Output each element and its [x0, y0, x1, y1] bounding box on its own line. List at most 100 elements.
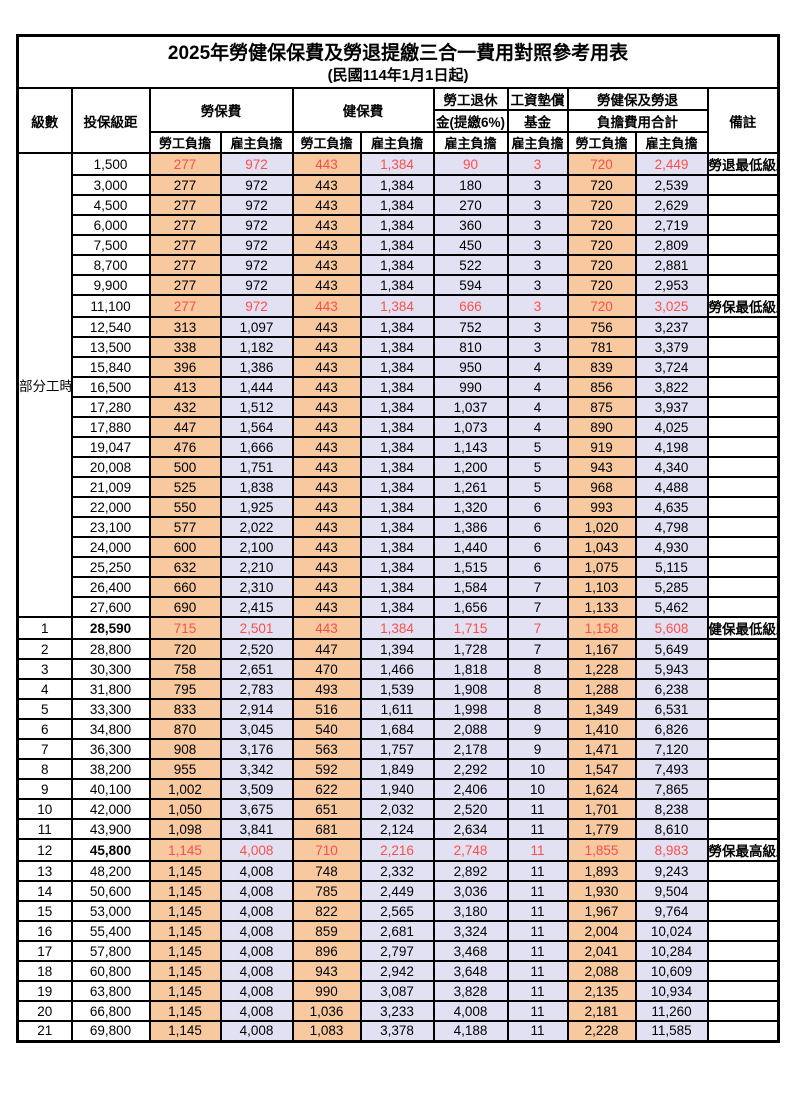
header-labor-employer: 雇主負擔 — [219, 131, 294, 154]
cell-health-employer: 1,384 — [359, 234, 435, 256]
cell-health-employer: 1,466 — [359, 658, 435, 680]
cell-pension-employer: 4,188 — [432, 1020, 509, 1042]
cell-health-employee: 990 — [291, 980, 362, 1002]
cell-fund-employer: 9 — [506, 718, 569, 740]
cell-pension-employer: 1,261 — [432, 476, 509, 498]
table-row: 17 57,800 1,145 4,008 896 2,797 3,468 11 2,041 10… — [16, 940, 780, 962]
cell-labor-employer: 4,008 — [219, 920, 294, 942]
cell-total-employer: 10,934 — [634, 980, 709, 1002]
cell-fund-employer: 10 — [506, 758, 569, 780]
cell-labor-employee: 1,145 — [148, 880, 222, 902]
cell-pension-employer: 950 — [432, 356, 509, 378]
cell-fund-employer: 3 — [506, 214, 569, 236]
cell-health-employer: 1,849 — [359, 758, 435, 780]
cell-fund-employer: 6 — [506, 536, 569, 558]
cell-bracket: 13,500 — [70, 336, 151, 358]
header-bracket: 投保級距 — [70, 87, 151, 154]
cell-labor-employer: 2,651 — [219, 658, 294, 680]
cell-bracket: 53,000 — [70, 900, 151, 922]
cell-fund-employer: 7 — [506, 596, 569, 618]
cell-pension-employer: 3,180 — [432, 900, 509, 922]
cell-pension-employer: 3,324 — [432, 920, 509, 942]
cell-note — [706, 456, 780, 478]
cell-health-employee: 443 — [291, 356, 362, 378]
cell-total-employee: 1,075 — [566, 556, 637, 578]
cell-total-employee: 1,158 — [566, 616, 637, 640]
cell-labor-employee: 1,050 — [148, 798, 222, 820]
cell-health-employee: 443 — [291, 194, 362, 216]
cell-health-employer: 1,384 — [359, 316, 435, 338]
cell-total-employee: 1,967 — [566, 900, 637, 922]
cell-health-employer: 1,384 — [359, 254, 435, 276]
cell-health-employee: 443 — [291, 536, 362, 558]
cell-pension-employer: 2,292 — [432, 758, 509, 780]
cell-pension-employer: 522 — [432, 254, 509, 276]
cell-health-employee: 443 — [291, 294, 362, 318]
cell-total-employee: 943 — [566, 456, 637, 478]
cell-labor-employee: 870 — [148, 718, 222, 740]
cell-total-employee: 1,624 — [566, 778, 637, 800]
cell-total-employer: 4,340 — [634, 456, 709, 478]
cell-fund-employer: 3 — [506, 174, 569, 196]
cell-total-employee: 1,043 — [566, 536, 637, 558]
cell-total-employee: 1,228 — [566, 658, 637, 680]
cell-fund-employer: 8 — [506, 658, 569, 680]
page-title: 2025年勞健保保費及勞退提繳三合一費用對照參考用表 — [167, 42, 629, 64]
cell-labor-employer: 3,675 — [219, 798, 294, 820]
cell-labor-employee: 955 — [148, 758, 222, 780]
cell-total-employee: 1,701 — [566, 798, 637, 820]
header-pension-employer: 雇主負擔 — [432, 131, 509, 154]
cell-health-employee: 1,036 — [291, 1000, 362, 1022]
header-fund-employer: 雇主負擔 — [506, 131, 569, 154]
cell-health-employee: 651 — [291, 798, 362, 820]
cell-labor-employer: 4,008 — [219, 880, 294, 902]
cell-total-employee: 1,020 — [566, 516, 637, 538]
cell-fund-employer: 11 — [506, 880, 569, 902]
cell-total-employee: 720 — [566, 152, 637, 176]
cell-total-employee: 1,349 — [566, 698, 637, 720]
cell-health-employee: 443 — [291, 436, 362, 458]
cell-labor-employee: 632 — [148, 556, 222, 578]
cell-health-employee: 681 — [291, 818, 362, 840]
cell-health-employee: 443 — [291, 174, 362, 196]
cell-note — [706, 376, 780, 398]
cell-bracket: 48,200 — [70, 860, 151, 882]
cell-total-employee: 2,181 — [566, 1000, 637, 1022]
cell-health-employer: 1,611 — [359, 698, 435, 720]
cell-total-employer: 6,531 — [634, 698, 709, 720]
cell-fund-employer: 11 — [506, 980, 569, 1002]
table-row: 23,100 577 2,022 443 1,384 1,386 6 1,020 4,798 — [18, 516, 780, 538]
cell-pension-employer: 180 — [432, 174, 509, 196]
cell-fund-employer: 3 — [506, 194, 569, 216]
cell-labor-employer: 972 — [219, 152, 294, 176]
cell-health-employer: 1,384 — [359, 356, 435, 378]
cell-health-employer: 1,684 — [359, 718, 435, 740]
cell-pension-employer: 90 — [432, 152, 509, 176]
cell-fund-employer: 6 — [506, 516, 569, 538]
cell-total-employer: 2,953 — [634, 274, 709, 296]
cell-total-employee: 1,133 — [566, 596, 637, 618]
cell-labor-employer: 1,444 — [219, 376, 294, 398]
page-subtitle: (民國114年1月1日起) — [327, 66, 469, 84]
table-row: 4,500 277 972 443 1,384 270 3 720 2,629 — [18, 194, 780, 216]
cell-fund-employer: 11 — [506, 798, 569, 820]
cell-note — [706, 596, 780, 618]
table-row: 14 50,600 1,145 4,008 785 2,449 3,036 11 1,930 9,… — [16, 880, 780, 902]
cell-health-employee: 443 — [291, 596, 362, 618]
cell-total-employee: 856 — [566, 376, 637, 398]
table-row: 16,500 413 1,444 443 1,384 990 4 856 3,822 — [18, 376, 780, 398]
cell-labor-employer: 972 — [219, 254, 294, 276]
table-row: 18 60,800 1,145 4,008 943 2,942 3,648 11 2,088 10… — [16, 960, 780, 982]
cell-note — [706, 698, 780, 720]
cell-fund-employer: 9 — [506, 738, 569, 760]
cell-note — [706, 476, 780, 498]
cell-total-employer: 4,635 — [634, 496, 709, 518]
table-row: 3,000 277 972 443 1,384 180 3 720 2,539 — [18, 174, 780, 196]
table-row: 12 45,800 1,145 4,008 710 2,216 2,748 11 1,855 8,… — [16, 838, 780, 862]
cell-note — [706, 436, 780, 458]
table-row: 19 63,800 1,145 4,008 990 3,087 3,828 11 2,135 10… — [16, 980, 780, 1002]
cell-bracket: 9,900 — [70, 274, 151, 296]
cell-bracket: 38,200 — [70, 758, 151, 780]
cell-pension-employer: 450 — [432, 234, 509, 256]
